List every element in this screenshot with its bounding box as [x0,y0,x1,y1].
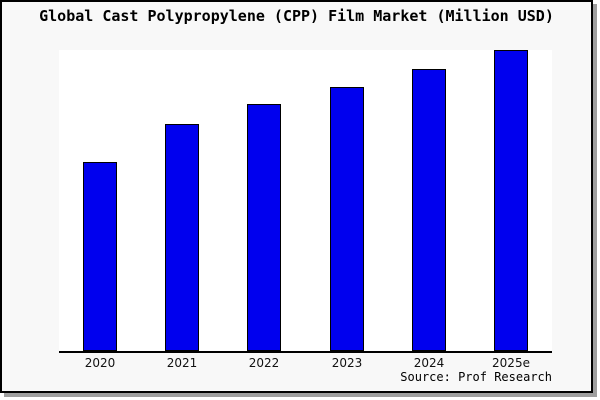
x-tick-label-2023: 2023 [331,356,363,370]
bar-2025e [494,50,528,351]
chart-title: Global Cast Polypropylene (CPP) Film Mar… [39,7,554,25]
source-credit: Source: Prof Research [400,370,552,384]
bar-2024 [412,69,446,351]
bar-2022 [247,104,281,351]
x-axis-labels: 2020 2021 2022 2023 2024 2025e [59,356,552,372]
bar-2020 [83,162,117,351]
x-tick-label-2020: 2020 [84,356,116,370]
bar-2023 [330,87,364,351]
x-tick-label-2021: 2021 [166,356,198,370]
x-tick-label-2025e: 2025e [492,356,530,370]
plot-area [59,50,552,353]
bar-2021 [165,124,199,351]
x-tick-label-2024: 2024 [413,356,445,370]
x-tick-label-2022: 2022 [248,356,280,370]
